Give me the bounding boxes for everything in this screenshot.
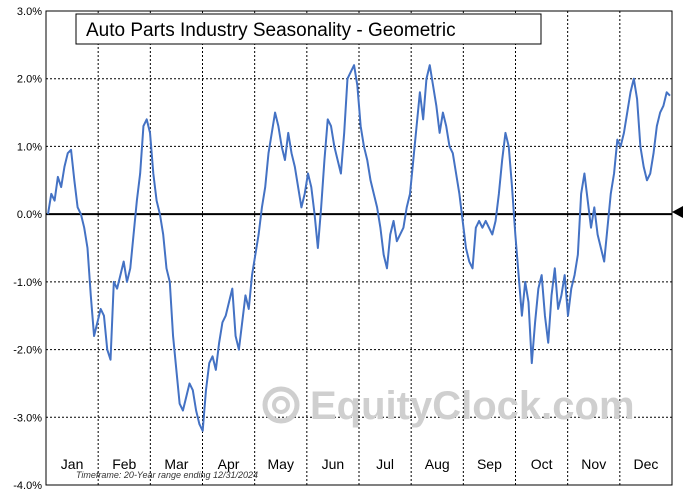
- x-tick-label-dec: Dec: [633, 456, 658, 472]
- x-tick-label-nov: Nov: [581, 456, 606, 472]
- y-axis-ticks: 3.0% 2.0% 1.0% 0.0% -1.0% -2.0% -3.0% -4.0%: [13, 6, 42, 492]
- y-tick-label: -4.0%: [13, 480, 42, 492]
- x-tick-label-jun: Jun: [322, 456, 345, 472]
- watermark-logo-icon: [262, 386, 300, 424]
- x-tick-label-jan: Jan: [61, 456, 84, 472]
- title-box: Auto Parts Industry Seasonality - Geomet…: [75, 13, 542, 45]
- y-tick-label: 2.0%: [17, 74, 42, 86]
- y-tick-label: -2.0%: [13, 345, 42, 357]
- x-tick-label-aug: Aug: [425, 456, 450, 472]
- series-line: [47, 64, 671, 432]
- right-arrow-icon: [672, 206, 683, 218]
- y-tick-label: 3.0%: [17, 6, 42, 18]
- y-tick-label: -1.0%: [13, 277, 42, 289]
- x-tick-label-feb: Feb: [112, 456, 136, 472]
- x-tick-label-mar: Mar: [164, 456, 188, 472]
- watermark: EquityClock.com: [310, 384, 635, 428]
- y-tick-label: 1.0%: [17, 141, 42, 153]
- x-tick-label-sep: Sep: [477, 456, 502, 472]
- x-axis-ticks: Jan Feb Mar Apr May Jun Jul Aug Sep Oct Nov Dec: [61, 456, 659, 472]
- x-tick-label-apr: Apr: [218, 456, 240, 472]
- x-tick-label-may: May: [268, 456, 294, 472]
- x-tick-label-oct: Oct: [531, 456, 553, 472]
- y-tick-label: 0.0%: [17, 209, 42, 221]
- x-tick-label-jul: Jul: [376, 456, 394, 472]
- chart-title: Auto Parts Industry Seasonality - Geomet…: [86, 20, 456, 41]
- y-tick-label: -3.0%: [13, 412, 42, 424]
- footnote: Timeframe: 20-Year range ending 12/31/20…: [76, 470, 258, 480]
